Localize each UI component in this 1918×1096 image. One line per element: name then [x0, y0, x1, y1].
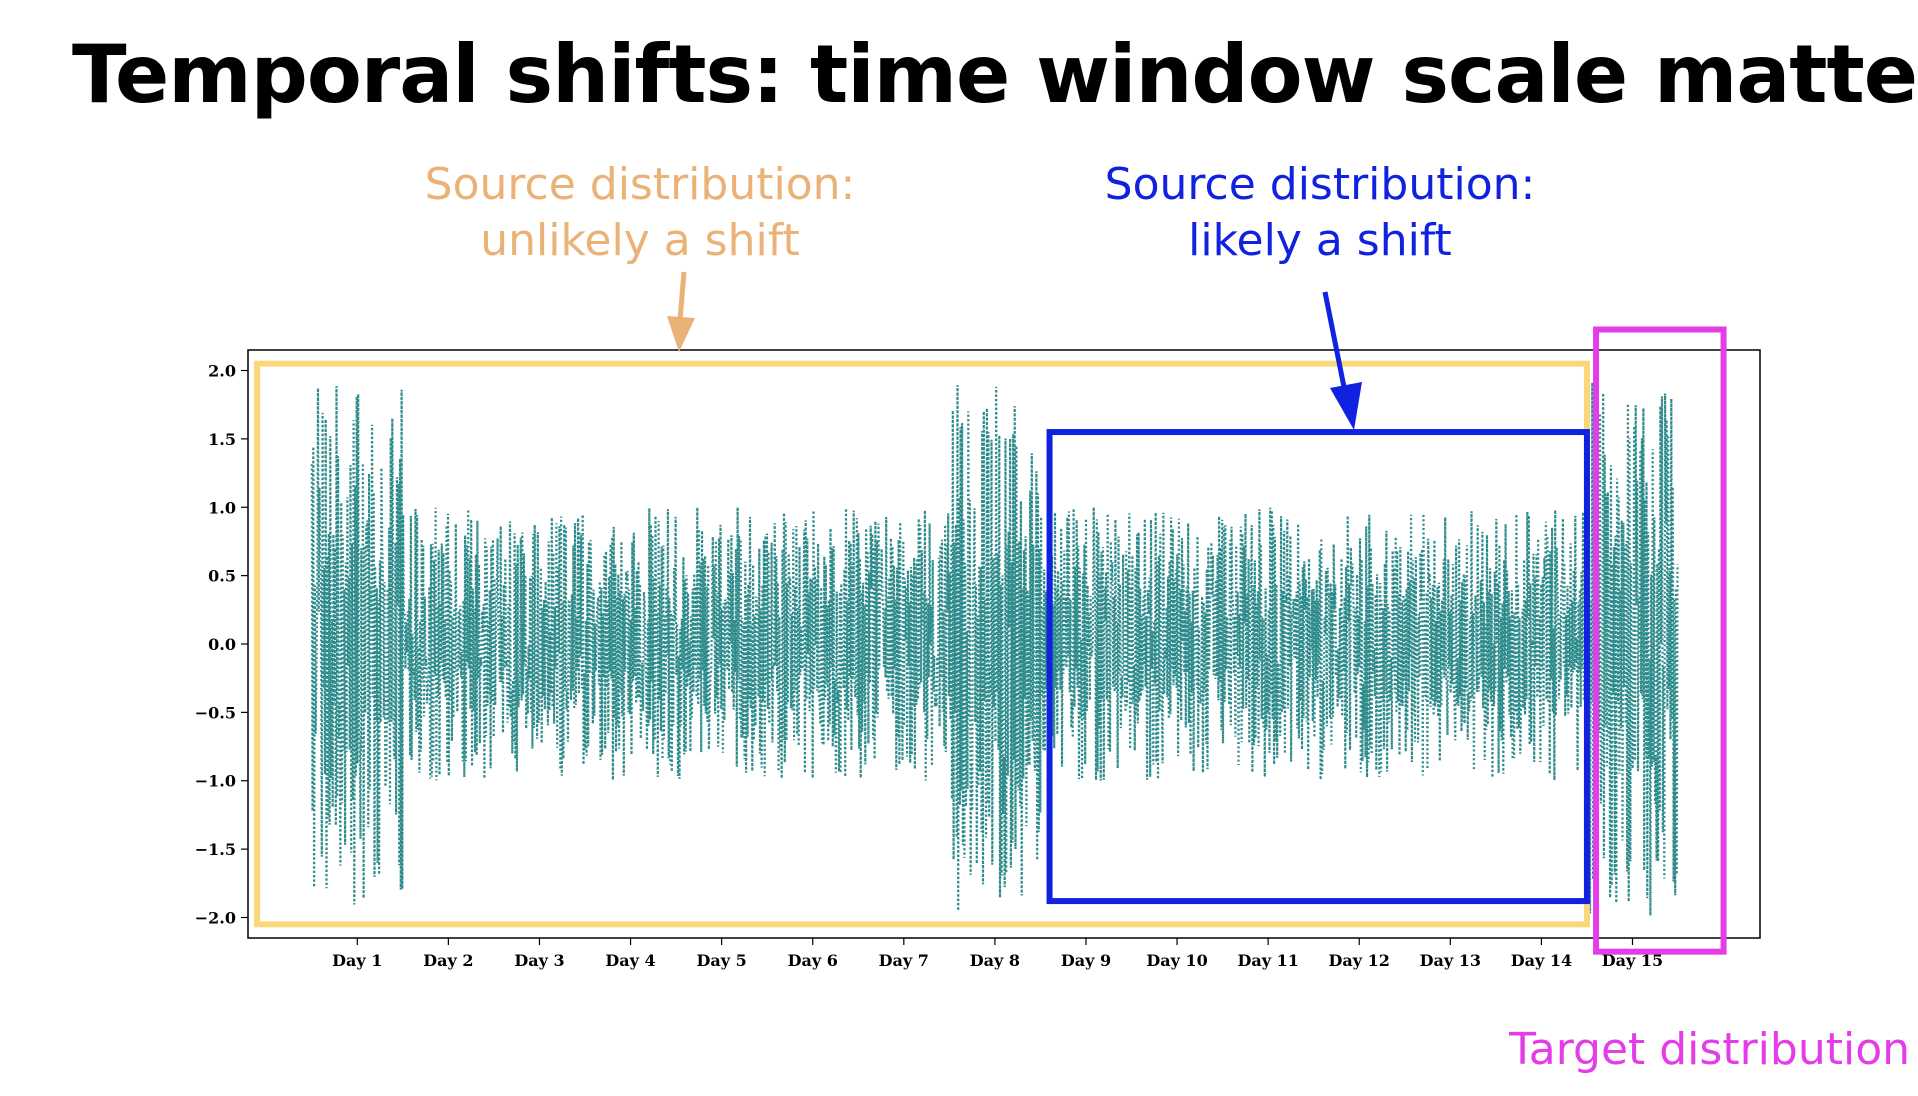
series-layer — [310, 371, 1679, 916]
arrow-layer — [667, 271, 1362, 430]
x-tick-label: Day 5 — [697, 951, 747, 970]
x-tick-label: Day 9 — [1061, 951, 1111, 970]
source-likely-line2: likely a shift — [1188, 215, 1452, 266]
x-axis: Day 1 Day 2 Day 3 Day 4 Day 5 Day 6 Day 7 Day 8… — [332, 938, 1663, 970]
source-likely-annotation: Source distribution: likely a shift — [1060, 157, 1580, 269]
x-tick-label: Day 12 — [1329, 951, 1390, 970]
source-unlikely-arrow-shaft — [677, 271, 687, 321]
source-likely-line1: Source distribution: — [1104, 159, 1536, 210]
source-unlikely-annotation: Source distribution: unlikely a shift — [380, 157, 900, 269]
y-tick-label: −1.0 — [195, 772, 236, 791]
y-tick-label: 2.0 — [208, 362, 236, 381]
x-tick-label: Day 2 — [423, 951, 473, 970]
x-tick-label: Day 6 — [788, 951, 838, 970]
target-label: Target distribution — [1509, 1024, 1910, 1075]
y-tick-label: −1.5 — [195, 840, 236, 859]
y-tick-label: 1.5 — [208, 430, 236, 449]
x-tick-label: Day 3 — [514, 951, 564, 970]
source-unlikely-arrow-head — [667, 316, 695, 352]
y-axis: −2.0 −1.5 −1.0 −0.5 0.0 0.5 1.0 1.5 2.0 — [195, 362, 248, 927]
x-tick-label: Day 8 — [970, 951, 1020, 970]
source-likely-arrow-head — [1330, 382, 1362, 430]
x-tick-label: Day 10 — [1146, 951, 1207, 970]
y-tick-label: 1.0 — [208, 498, 236, 517]
target-annotation: Target distribution — [1440, 1022, 1910, 1078]
x-tick-label: Day 14 — [1511, 951, 1572, 970]
x-tick-label: Day 13 — [1420, 951, 1481, 970]
x-tick-label: Day 11 — [1237, 951, 1298, 970]
source-unlikely-line1: Source distribution: — [424, 159, 856, 210]
source-likely-arrow-shaft — [1322, 291, 1348, 393]
x-tick-label: Day 15 — [1602, 951, 1663, 970]
target-highlight-box — [1593, 326, 1727, 955]
x-tick-label: Day 1 — [332, 951, 382, 970]
x-tick-label: Day 7 — [879, 951, 929, 970]
y-tick-label: −0.5 — [195, 703, 236, 722]
series-line — [310, 371, 1679, 916]
highlight-layer — [254, 326, 1727, 955]
source-likely-highlight-box — [1046, 429, 1590, 905]
x-tick-label: Day 4 — [605, 951, 655, 970]
y-tick-label: −2.0 — [195, 908, 236, 927]
source-unlikely-line2: unlikely a shift — [480, 215, 800, 266]
slide-title: Temporal shifts: time window scale matte… — [72, 28, 1918, 121]
y-tick-label: 0.5 — [208, 567, 236, 586]
y-tick-label: 0.0 — [208, 635, 236, 654]
